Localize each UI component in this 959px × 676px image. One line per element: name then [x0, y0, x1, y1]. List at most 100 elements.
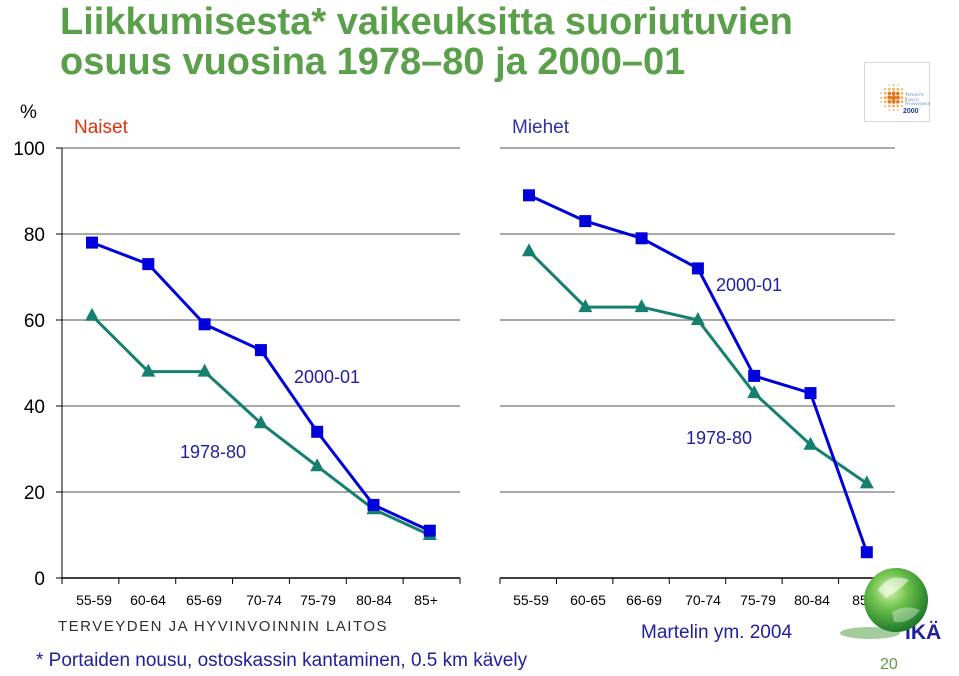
series-label: 2000-01	[716, 275, 782, 295]
x-tick-label: 55-59	[76, 592, 112, 608]
logo-dot	[891, 95, 897, 101]
data-point-triangle	[310, 458, 325, 472]
footnote: * Portaiden nousu, ostoskassin kantamine…	[36, 650, 528, 671]
data-point-square	[635, 232, 648, 245]
logo-dot	[887, 99, 892, 104]
x-tick-label: 70-74	[246, 592, 282, 608]
data-point-square	[311, 425, 324, 438]
logo-dot	[892, 84, 895, 86]
logo-year: 2000	[903, 108, 919, 115]
logo-text: TERVEYS KUNTO HYVINVOINTI	[905, 92, 931, 107]
logo-dot	[896, 109, 899, 112]
series-label: 1978-80	[686, 428, 752, 448]
logo-dot	[895, 91, 900, 96]
y-tick-label: 60	[24, 311, 45, 332]
logo-dot	[887, 95, 892, 100]
logo-dot	[905, 100, 908, 103]
logo-dot	[880, 100, 882, 103]
logo-dot	[880, 96, 882, 99]
data-point-triangle	[85, 307, 99, 321]
x-tick-label: 85+	[414, 592, 438, 608]
y-tick-label: 40	[24, 397, 45, 418]
miehet-panel-title: Miehet	[512, 117, 570, 138]
logo-dot	[888, 104, 891, 108]
x-tick-label: 75-79	[740, 592, 776, 608]
data-point-triangle	[634, 299, 649, 313]
x-tick-label: 80-84	[356, 592, 392, 608]
logo-dot	[888, 87, 891, 91]
logo-dot	[891, 91, 896, 96]
data-point-triangle	[747, 385, 762, 399]
y-tick-label: 80	[24, 225, 45, 246]
y-tick-label: 0	[34, 569, 45, 590]
y-tick-label: 100	[13, 139, 45, 160]
logo-dot	[884, 104, 887, 108]
title-line-1: Liikkumisesta* vaikeuksitta suoriutuvien	[60, 1, 793, 43]
logo-dot	[884, 88, 887, 91]
data-point-square	[579, 215, 592, 228]
logo-dot	[892, 87, 896, 91]
logo-dot	[905, 96, 908, 99]
logo-dot	[888, 109, 891, 112]
logo-dot	[892, 109, 895, 112]
logo-dot	[883, 100, 887, 104]
data-point-triangle	[690, 312, 705, 325]
logo-dot	[880, 92, 882, 95]
logo-dot	[888, 84, 891, 86]
logo-dot	[891, 99, 896, 104]
logo-dot	[905, 92, 908, 95]
data-point-square	[748, 369, 761, 382]
data-point-triangle	[803, 436, 818, 450]
y-tick-label: 20	[24, 483, 45, 504]
data-point-square	[691, 262, 704, 275]
x-tick-label: 65-69	[186, 592, 222, 608]
data-point-square	[198, 318, 211, 331]
data-point-square	[423, 524, 436, 537]
logo-dot	[895, 99, 900, 104]
brand-label: IKÄ	[905, 621, 942, 644]
x-tick-label: 75-79	[300, 592, 336, 608]
data-point-square	[86, 236, 98, 249]
logo-dot	[900, 104, 904, 108]
logo-dot	[896, 87, 900, 91]
data-point-triangle	[197, 363, 212, 377]
globe-icon	[840, 568, 928, 639]
logo-dot	[900, 92, 904, 95]
chart-title: Liikkumisesta* vaikeuksitta suoriutuvien…	[60, 2, 920, 82]
data-point-triangle	[578, 299, 593, 313]
logo-dot	[895, 95, 900, 100]
data-point-square	[254, 344, 267, 357]
data-point-triangle	[859, 475, 874, 489]
logo-dot	[887, 91, 892, 96]
logo-dot	[900, 88, 904, 91]
data-point-square	[142, 258, 155, 271]
organization-name: TERVEYDEN JA HYVINVOINNIN LAITOS	[58, 618, 389, 635]
logo-dot	[900, 96, 904, 100]
data-point-triangle	[141, 363, 156, 377]
x-tick-label: 70-74	[685, 592, 721, 608]
data-point-square	[367, 498, 380, 511]
page-number: 20	[880, 656, 898, 673]
data-point-triangle	[522, 243, 536, 257]
x-tick-label: 60-64	[130, 592, 166, 608]
thl-health-2000-logo	[864, 62, 930, 122]
citation: Martelin ym. 2004	[641, 622, 793, 643]
x-tick-label: 80-84	[794, 592, 830, 608]
title-line-2: osuus vuosina 1978–80 ja 2000–01	[60, 41, 686, 83]
x-tick-label: 66-69	[626, 592, 662, 608]
logo-dot	[900, 100, 904, 104]
series-line-2000-01	[528, 193, 869, 553]
data-point-square	[860, 546, 873, 559]
y-unit-label: %	[20, 102, 37, 123]
series-line-2000-01	[91, 241, 431, 533]
logo-dot	[883, 96, 887, 100]
logo-line: TERVEYS	[905, 92, 924, 97]
logo-dot	[892, 104, 896, 108]
data-point-square	[523, 189, 535, 202]
naiset-panel-title: Naiset	[74, 117, 129, 138]
series-label: 2000-01	[294, 367, 360, 387]
x-tick-label: 60-65	[570, 592, 606, 608]
data-point-square	[804, 387, 817, 400]
data-point-triangle	[253, 415, 268, 429]
